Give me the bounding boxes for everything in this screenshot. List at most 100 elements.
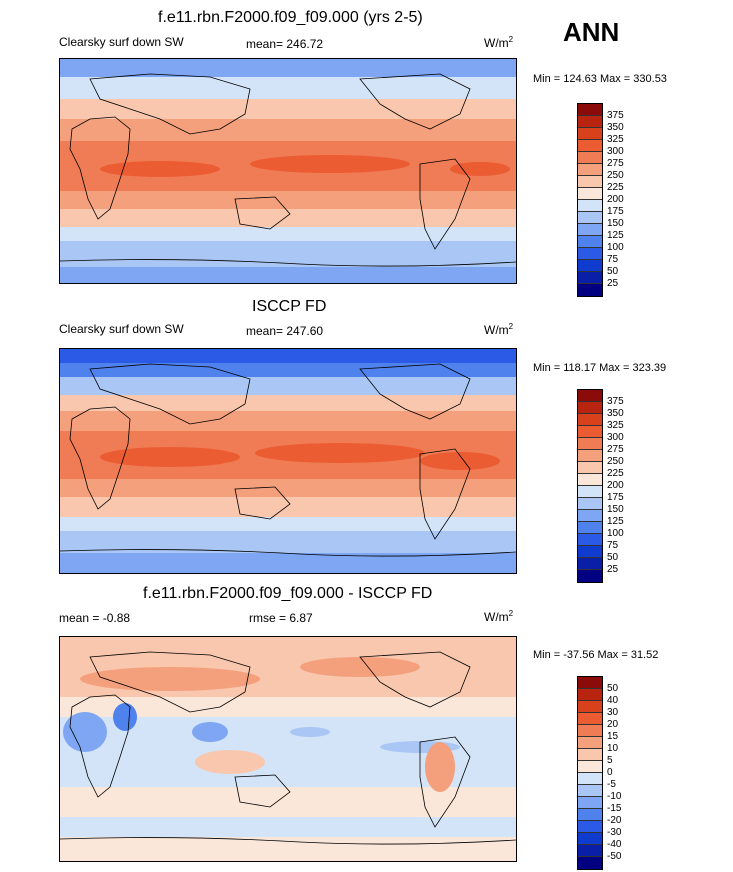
cbar-2-swatch <box>578 414 602 426</box>
cbar-1-swatch <box>578 152 602 164</box>
colorbar-tick-label: 350 <box>607 122 624 133</box>
colorbar-tick-label: 175 <box>607 492 624 503</box>
colorbar-tick-label: 150 <box>607 218 624 229</box>
panel-3-rmse-label: rmse = 6.87 <box>249 611 313 625</box>
panel-1-units-label: W/m2 <box>484 35 514 50</box>
cbar-3-swatch <box>578 725 602 737</box>
colorbar-tick-label: 250 <box>607 456 624 467</box>
panel-2-minmax: Min = 118.17 Max = 323.39 <box>533 362 667 374</box>
cbar-1-swatch <box>578 104 602 116</box>
cbar-3-swatch <box>578 689 602 701</box>
cbar-3-swatch <box>578 809 602 821</box>
cbar-1-swatch <box>578 260 602 272</box>
colorbar-tick-label: 0 <box>607 767 613 778</box>
colorbar-tick-label: 5 <box>607 755 613 766</box>
colorbar-tick-label: 150 <box>607 504 624 515</box>
colorbar-tick-label: 300 <box>607 146 624 157</box>
cbar-1-swatch <box>578 188 602 200</box>
panel-2-colorbar <box>577 389 603 583</box>
colorbar-tick-label: -40 <box>607 839 622 850</box>
cbar-3-swatch <box>578 857 602 869</box>
colorbar-tick-label: -15 <box>607 803 622 814</box>
cbar-3-swatch <box>578 785 602 797</box>
panel-3-colorbar <box>577 676 603 870</box>
cbar-2-swatch <box>578 402 602 414</box>
cbar-3-swatch <box>578 677 602 689</box>
colorbar-tick-label: 275 <box>607 158 624 169</box>
panel-1-map <box>59 58 517 284</box>
colorbar-tick-label: 125 <box>607 516 624 527</box>
cbar-1-swatch <box>578 272 602 284</box>
colorbar-tick-label: 30 <box>607 707 619 718</box>
colorbar-tick-label: 200 <box>607 194 624 205</box>
cbar-2-swatch <box>578 474 602 486</box>
panel-3-mean-label: mean = -0.88 <box>59 611 131 625</box>
cbar-3-swatch <box>578 773 602 785</box>
colorbar-tick-label: 100 <box>607 528 624 539</box>
colorbar-tick-label: 40 <box>607 695 619 706</box>
cbar-1-swatch <box>578 164 602 176</box>
cbar-1-swatch <box>578 284 602 296</box>
cbar-3-swatch <box>578 821 602 833</box>
colorbar-tick-label: 350 <box>607 408 624 419</box>
panel-2-variable-label: Clearsky surf down SW <box>59 322 184 336</box>
cbar-3-swatch <box>578 833 602 845</box>
panel-2-mean-label: mean= 247.60 <box>246 324 324 338</box>
colorbar-tick-label: 15 <box>607 731 619 742</box>
colorbar-tick-label: 175 <box>607 206 624 217</box>
panel-1-colorbar <box>577 103 603 297</box>
season-label: ANN <box>563 17 620 47</box>
cbar-1-swatch <box>578 116 602 128</box>
cbar-2-swatch <box>578 426 602 438</box>
colorbar-tick-label: -5 <box>607 779 616 790</box>
cbar-2-swatch <box>578 522 602 534</box>
cbar-1-swatch <box>578 128 602 140</box>
panel-1-title: f.e11.rbn.F2000.f09_f09.000 (yrs 2-5) <box>158 9 423 26</box>
cbar-2-swatch <box>578 450 602 462</box>
colorbar-tick-label: 200 <box>607 480 624 491</box>
panel-2-map <box>59 348 517 574</box>
colorbar-tick-label: 10 <box>607 743 619 754</box>
colorbar-tick-label: 75 <box>607 254 619 265</box>
cbar-2-swatch <box>578 534 602 546</box>
colorbar-tick-label: -30 <box>607 827 622 838</box>
cbar-2-swatch <box>578 390 602 402</box>
cbar-3-swatch <box>578 797 602 809</box>
colorbar-tick-label: 250 <box>607 170 624 181</box>
cbar-3-swatch <box>578 713 602 725</box>
cbar-1-swatch <box>578 248 602 260</box>
cbar-1-swatch <box>578 140 602 152</box>
cbar-1-swatch <box>578 176 602 188</box>
cbar-2-swatch <box>578 498 602 510</box>
colorbar-tick-label: -10 <box>607 791 622 802</box>
cbar-2-swatch <box>578 462 602 474</box>
colorbar-tick-label: 225 <box>607 182 624 193</box>
cbar-2-swatch <box>578 570 602 582</box>
cbar-2-swatch <box>578 486 602 498</box>
colorbar-tick-label: 275 <box>607 444 624 455</box>
cbar-3-swatch <box>578 761 602 773</box>
panel-3-title: f.e11.rbn.F2000.f09_f09.000 - ISCCP FD <box>143 585 433 602</box>
cbar-2-swatch <box>578 510 602 522</box>
cbar-3-swatch <box>578 845 602 857</box>
colorbar-tick-label: -20 <box>607 815 622 826</box>
cbar-3-swatch <box>578 749 602 761</box>
colorbar-tick-label: 50 <box>607 683 619 694</box>
colorbar-tick-label: 25 <box>607 278 619 289</box>
colorbar-tick-label: 300 <box>607 432 624 443</box>
panel-3-map <box>59 636 517 862</box>
cbar-3-swatch <box>578 737 602 749</box>
colorbar-tick-label: -50 <box>607 851 622 862</box>
cbar-1-swatch <box>578 236 602 248</box>
panel-3-units-label: W/m2 <box>484 609 514 624</box>
cbar-1-swatch <box>578 212 602 224</box>
cbar-2-swatch <box>578 546 602 558</box>
panel-1-mean-label: mean= 246.72 <box>246 37 324 51</box>
colorbar-tick-label: 125 <box>607 230 624 241</box>
colorbar-tick-label: 225 <box>607 468 624 479</box>
colorbar-tick-label: 375 <box>607 110 624 121</box>
colorbar-tick-label: 20 <box>607 719 619 730</box>
colorbar-tick-label: 100 <box>607 242 624 253</box>
colorbar-tick-label: 375 <box>607 396 624 407</box>
colorbar-tick-label: 25 <box>607 564 619 575</box>
